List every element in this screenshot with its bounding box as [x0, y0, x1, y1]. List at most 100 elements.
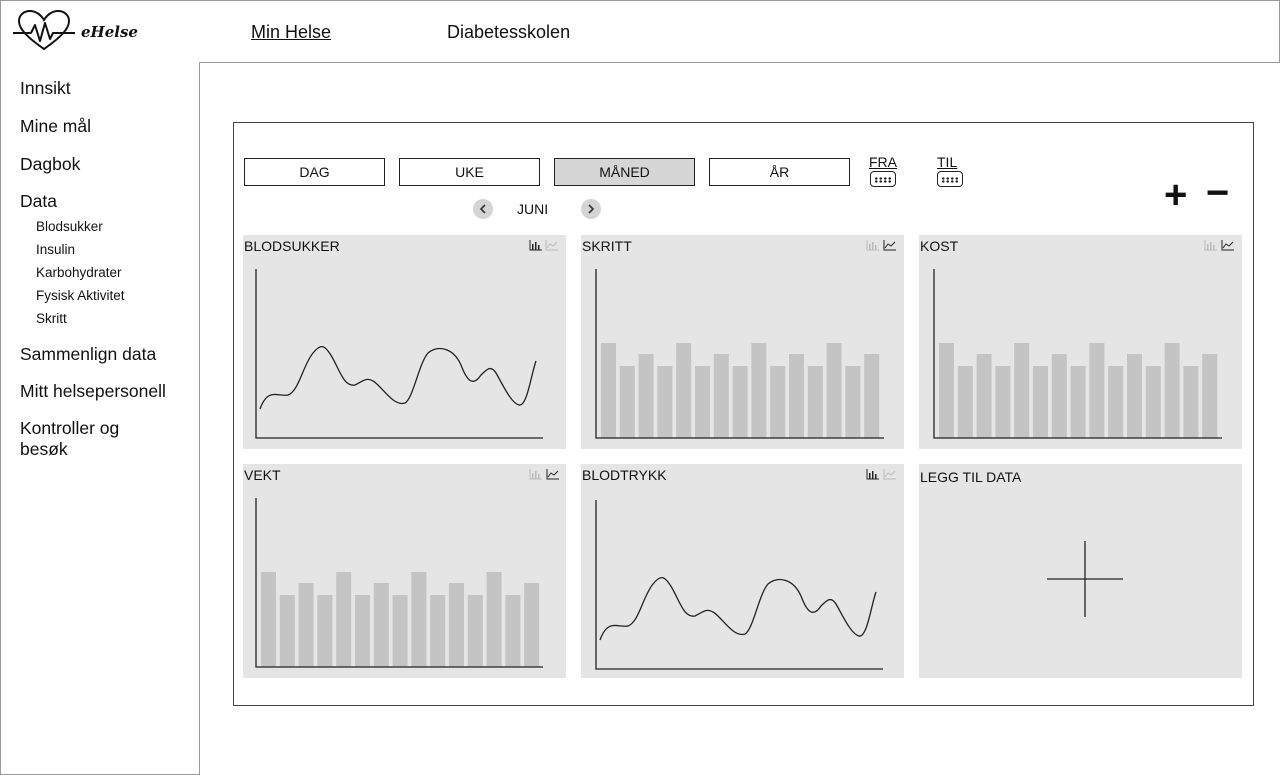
sidebar-item-innsikt[interactable]: Innsikt [20, 78, 71, 98]
placeholder-bar [826, 343, 842, 438]
placeholder-bar [467, 595, 483, 667]
nav-diabetesskolen[interactable]: Diabetesskolen [447, 22, 571, 42]
bar-view-icon[interactable] [529, 239, 543, 251]
line-view-icon[interactable] [1221, 239, 1235, 251]
placeholder-bar [976, 354, 992, 438]
placeholder-bar [1108, 366, 1124, 438]
placeholder-bar [1070, 366, 1086, 438]
add-data-card[interactable]: LEGG TIL DATA [919, 464, 1242, 678]
card-title: BLODTRYKK [582, 467, 667, 483]
chevron-right-icon [588, 204, 595, 214]
placeholder-bar [524, 583, 540, 667]
sidebar-subitem-insulin[interactable]: Insulin [36, 242, 76, 257]
card-title: VEKT [244, 467, 281, 483]
placeholder-bar [411, 572, 427, 667]
top-header: eHelse Min Helse Diabetesskolen [0, 0, 1280, 63]
from-date-label: FRA [869, 154, 897, 170]
placeholder-bar [1127, 354, 1142, 438]
sidebar-item-mine-mal[interactable]: Mine mål [20, 116, 91, 136]
next-month-button[interactable] [581, 199, 601, 219]
period-button-dag[interactable]: DAG [244, 158, 385, 186]
card-title: KOST [920, 238, 959, 254]
zoom-in-button[interactable]: + [1164, 173, 1188, 217]
dashboard-panel: DAG UKE MÅNED ÅR FRA TIL JUNI + − BLODSU… [233, 122, 1254, 706]
period-button-ar[interactable]: ÅR [709, 158, 850, 186]
placeholder-bar [1089, 343, 1105, 438]
placeholder-bar [1145, 366, 1161, 438]
sidebar-subitem-fysisk-aktivitet[interactable]: Fysisk Aktivitet [36, 288, 125, 303]
chart-card-kost[interactable]: KOST [919, 235, 1242, 449]
chart-card-blodtrykk[interactable]: BLODTRYKK [581, 464, 904, 678]
sidebar-item-dagbok[interactable]: Dagbok [20, 154, 81, 174]
zoom-out-button[interactable]: − [1206, 171, 1230, 215]
sidebar-item-sammenlign-data[interactable]: Sammenlign data [20, 344, 157, 364]
sidebar-subitem-skritt[interactable]: Skritt [36, 311, 67, 326]
placeholder-bar [713, 354, 729, 438]
previous-month-button[interactable] [473, 199, 493, 219]
sidebar: Innsikt Mine mål Dagbok Data Blodsukker … [0, 62, 200, 775]
nav-min-helse[interactable]: Min Helse [251, 22, 332, 42]
placeholder-bar [1183, 366, 1199, 438]
kost-bar-chart [933, 269, 1222, 439]
placeholder-bar [449, 583, 464, 667]
placeholder-bar [638, 354, 654, 438]
placeholder-bar [336, 572, 352, 667]
placeholder-bar [939, 343, 954, 438]
vekt-bar-chart [255, 498, 543, 668]
placeholder-bar [845, 366, 861, 438]
bar-view-icon[interactable] [529, 468, 543, 480]
placeholder-bar [261, 572, 276, 667]
placeholder-bar [355, 595, 370, 667]
chevron-left-icon [479, 204, 486, 214]
placeholder-bar [279, 595, 295, 667]
current-month-label: JUNI [517, 201, 549, 217]
placeholder-bar [505, 595, 521, 667]
card-title: LEGG TIL DATA [920, 469, 1022, 485]
placeholder-bar [486, 572, 502, 667]
ehelse-logo[interactable]: eHelse [13, 9, 163, 55]
chart-card-vekt[interactable]: VEKT [243, 464, 566, 678]
line-view-icon[interactable] [883, 239, 897, 251]
month-navigator: JUNI [471, 197, 601, 219]
placeholder-bar [770, 366, 786, 438]
placeholder-bar [1051, 354, 1067, 438]
bar-view-icon[interactable] [866, 239, 880, 251]
card-title: BLODSUKKER [244, 238, 340, 254]
sidebar-subitem-blodsukker[interactable]: Blodsukker [36, 219, 103, 234]
chart-card-blodsukker[interactable]: BLODSUKKER [243, 235, 566, 449]
line-view-icon[interactable] [546, 468, 560, 480]
period-button-maned[interactable]: MÅNED [554, 158, 695, 186]
plus-icon[interactable] [1047, 541, 1123, 617]
period-button-uke[interactable]: UKE [399, 158, 540, 186]
line-view-icon[interactable] [883, 468, 897, 480]
placeholder-bar [619, 366, 635, 438]
placeholder-bar [676, 343, 692, 438]
sidebar-item-kontroller-og-besok[interactable]: Kontroller og besøk [20, 418, 120, 459]
placeholder-bar [657, 366, 673, 438]
sidebar-item-data[interactable]: Data [20, 191, 57, 211]
placeholder-bar [430, 595, 446, 667]
heart-pulse-icon [13, 9, 75, 51]
placeholder-bar [601, 343, 616, 438]
placeholder-bar [298, 583, 314, 667]
from-calendar-icon[interactable] [870, 171, 896, 187]
brand-name: eHelse [81, 23, 138, 41]
line-view-icon[interactable] [545, 239, 559, 251]
sidebar-item-mitt-helsepersonell[interactable]: Mitt helsepersonell [20, 381, 166, 401]
skritt-bar-chart [595, 269, 884, 439]
placeholder-bar [789, 354, 804, 438]
to-date-label: TIL [937, 154, 958, 170]
chart-card-skritt[interactable]: SKRITT [581, 235, 904, 449]
placeholder-bar [995, 366, 1011, 438]
blodsukker-line-chart [255, 269, 543, 439]
placeholder-bar [1202, 354, 1218, 438]
placeholder-bar [957, 366, 973, 438]
bar-view-icon[interactable] [1204, 239, 1218, 251]
placeholder-bar [1164, 343, 1180, 438]
to-calendar-icon[interactable] [937, 171, 963, 187]
placeholder-bar [732, 366, 748, 438]
bar-view-icon[interactable] [866, 468, 880, 480]
card-title: SKRITT [582, 238, 632, 254]
placeholder-bar [751, 343, 767, 438]
sidebar-subitem-karbohydrater[interactable]: Karbohydrater [36, 265, 122, 280]
